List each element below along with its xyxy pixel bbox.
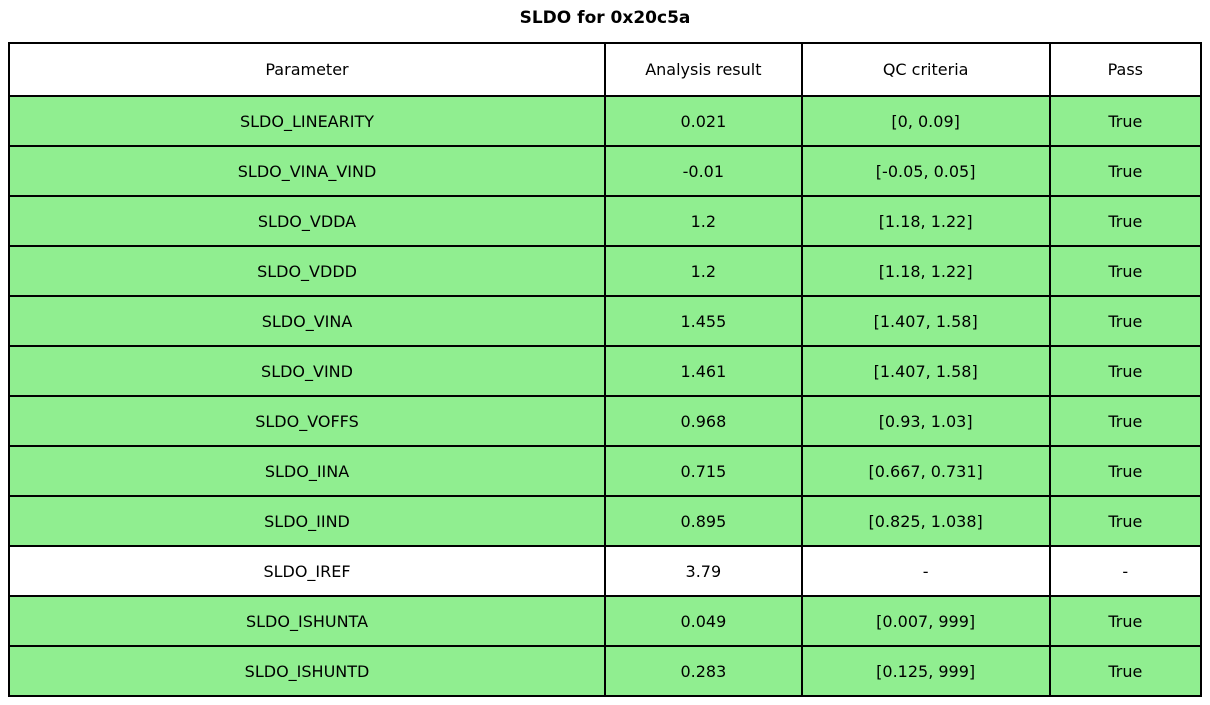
analysis-result-cell: 3.79 [604,545,803,597]
parameter-cell: SLDO_VIND [7,345,607,397]
qc-results-table: Parameter Analysis result QC criteria Pa… [7,42,1203,697]
parameter-cell: SLDO_VDDA [7,195,607,247]
pass-cell: True [1048,95,1203,147]
parameter-cell: SLDO_LINEARITY [7,95,607,147]
parameter-cell: SLDO_VINA [7,295,607,347]
qc-criteria-cell: [0.667, 0.731] [800,445,1051,497]
analysis-result-cell: 0.283 [604,645,803,697]
pass-cell: - [1048,545,1203,597]
table-row: SLDO_IINA 0.715 [0.667, 0.731] True [7,445,1203,497]
pass-cell: True [1048,295,1203,347]
parameter-cell: SLDO_VINA_VIND [7,145,607,197]
qc-criteria-cell: [1.18, 1.22] [800,245,1051,297]
table-row: SLDO_VINA_VIND -0.01 [-0.05, 0.05] True [7,145,1203,197]
analysis-result-cell: -0.01 [604,145,803,197]
analysis-result-cell: 0.895 [604,495,803,547]
analysis-result-cell: 1.2 [604,245,803,297]
pass-cell: True [1048,445,1203,497]
pass-cell: True [1048,595,1203,647]
qc-criteria-cell: [1.18, 1.22] [800,195,1051,247]
table-row: SLDO_VOFFS 0.968 [0.93, 1.03] True [7,395,1203,447]
pass-cell: True [1048,395,1203,447]
parameter-cell: SLDO_IIND [7,495,607,547]
table-row: SLDO_ISHUNTD 0.283 [0.125, 999] True [7,645,1203,697]
qc-criteria-cell: [-0.05, 0.05] [800,145,1051,197]
table-row: SLDO_ISHUNTA 0.049 [0.007, 999] True [7,595,1203,647]
table-row: SLDO_IREF 3.79- - [7,545,1203,597]
qc-criteria-cell: [1.407, 1.58] [800,295,1051,347]
qc-criteria-cell: [1.407, 1.58] [800,345,1051,397]
table-row: SLDO_VIND 1.461 [1.407, 1.58] True [7,345,1203,397]
qc-criteria-cell: [0.007, 999] [800,595,1051,647]
column-header-analysis-result: Analysis result [604,42,803,97]
pass-cell: True [1048,495,1203,547]
table-row: SLDO_VINA 1.455 [1.407, 1.58] True [7,295,1203,347]
pass-cell: True [1048,145,1203,197]
analysis-result-cell: 1.2 [604,195,803,247]
qc-criteria-cell: - [800,545,1051,597]
analysis-result-cell: 1.455 [604,295,803,347]
pass-cell: True [1048,645,1203,697]
parameter-cell: SLDO_IREF [7,545,607,597]
parameter-cell: SLDO_ISHUNTA [7,595,607,647]
column-header-pass: Pass [1048,42,1203,97]
pass-cell: True [1048,195,1203,247]
qc-criteria-cell: [0.93, 1.03] [800,395,1051,447]
pass-cell: True [1048,245,1203,297]
parameter-cell: SLDO_VOFFS [7,395,607,447]
analysis-result-cell: 0.968 [604,395,803,447]
analysis-result-cell: 0.715 [604,445,803,497]
table-row: SLDO_VDDD 1.2 [1.18, 1.22] True [7,245,1203,297]
qc-criteria-cell: [0, 0.09] [800,95,1051,147]
table-row: SLDO_VDDA 1.2 [1.18, 1.22] True [7,195,1203,247]
parameter-cell: SLDO_ISHUNTD [7,645,607,697]
qc-criteria-cell: [0.825, 1.038] [800,495,1051,547]
table-row: SLDO_IIND 0.895 [0.825, 1.038] True [7,495,1203,547]
analysis-result-cell: 0.049 [604,595,803,647]
column-header-parameter: Parameter [7,42,607,97]
parameter-cell: SLDO_VDDD [7,245,607,297]
header-row: Parameter Analysis result QC criteria Pa… [7,42,1203,97]
analysis-result-cell: 0.021 [604,95,803,147]
qc-criteria-cell: [0.125, 999] [800,645,1051,697]
analysis-result-cell: 1.461 [604,345,803,397]
parameter-cell: SLDO_IINA [7,445,607,497]
table-body: SLDO_LINEARITY 0.021 [0, 0.09] True SLDO_VIN… [7,95,1203,697]
column-header-qc-criteria: QC criteria [800,42,1051,97]
pass-cell: True [1048,345,1203,397]
figure-title: SLDO for 0x20c5a [519,8,691,28]
table-row: SLDO_LINEARITY 0.021 [0, 0.09] True [7,95,1203,147]
